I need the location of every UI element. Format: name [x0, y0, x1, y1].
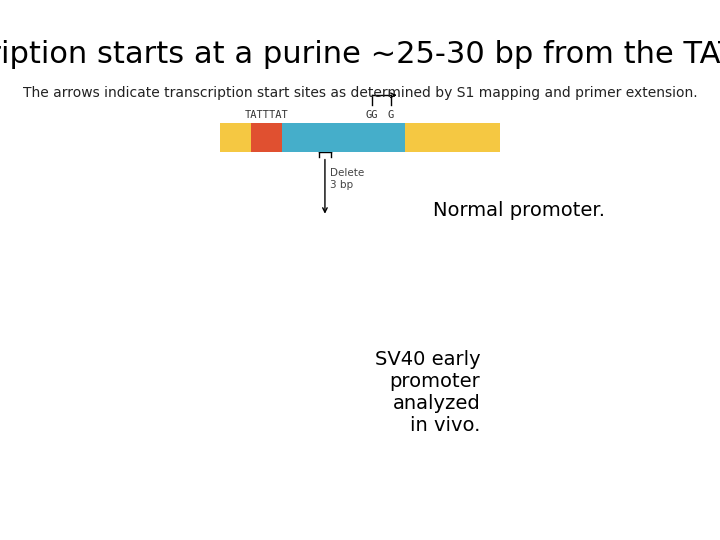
Text: SV40 early
promoter
analyzed
in vivo.: SV40 early promoter analyzed in vivo. [374, 350, 480, 435]
Bar [220, 123, 251, 152]
Text: The arrows indicate transcription start sites as determined by S1 mapping and pr: The arrows indicate transcription start … [23, 86, 697, 99]
Text: Delete
3 bp: Delete 3 bp [330, 168, 364, 190]
Text: G: G [388, 110, 394, 120]
Text: TATTTAT: TATTTAT [245, 110, 289, 120]
Text: Normal promoter.: Normal promoter. [433, 200, 606, 220]
Bar [282, 123, 405, 152]
Text: Transcription starts at a purine ~25-30 bp from the TATA box.: Transcription starts at a purine ~25-30 … [0, 40, 720, 69]
Bar [405, 123, 500, 152]
Text: GG: GG [366, 110, 378, 120]
Bar [251, 123, 282, 152]
